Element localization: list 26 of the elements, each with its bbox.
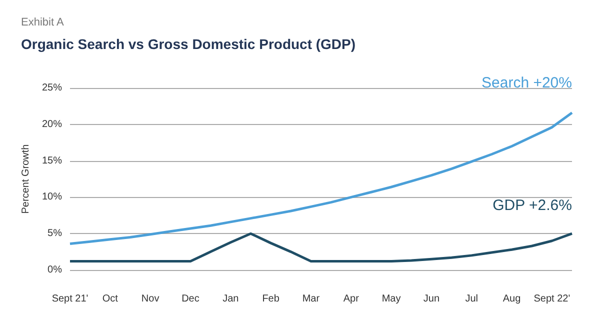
y-tick-label: 0% xyxy=(48,264,62,276)
y-tick-label: 25% xyxy=(42,82,62,94)
x-tick-label: Sept 22' xyxy=(534,294,570,304)
chart-subtitle: Exhibit A xyxy=(21,16,64,28)
x-tick-label: Nov xyxy=(141,294,160,304)
x-tick-label: May xyxy=(382,294,401,304)
series-label: Search +20% xyxy=(482,74,572,92)
y-tick-label: 5% xyxy=(48,228,62,240)
series-label: GDP +2.6% xyxy=(492,197,572,214)
x-tick-label: Feb xyxy=(262,294,280,304)
x-tick-label: Apr xyxy=(343,294,360,304)
x-tick-label: Mar xyxy=(302,294,320,304)
x-tick-label: Jan xyxy=(222,294,239,304)
y-axis-title: Percent Growth xyxy=(20,144,32,214)
y-tick-label: 15% xyxy=(42,155,62,166)
line-series xyxy=(68,232,574,263)
y-tick-label: 10% xyxy=(42,192,62,203)
chart-title: Organic Search vs Gross Domestic Product (GDP) xyxy=(21,36,356,52)
x-tick-label: Jul xyxy=(465,294,478,304)
x-tick-label: Aug xyxy=(502,294,521,304)
y-tick-label: 20% xyxy=(42,118,62,130)
x-tick-label: Sept 21' xyxy=(52,294,88,304)
x-tick-label: Dec xyxy=(182,294,200,304)
x-tick-label: Jun xyxy=(423,294,440,304)
line-series xyxy=(68,112,574,246)
x-tick-label: Oct xyxy=(102,294,118,304)
